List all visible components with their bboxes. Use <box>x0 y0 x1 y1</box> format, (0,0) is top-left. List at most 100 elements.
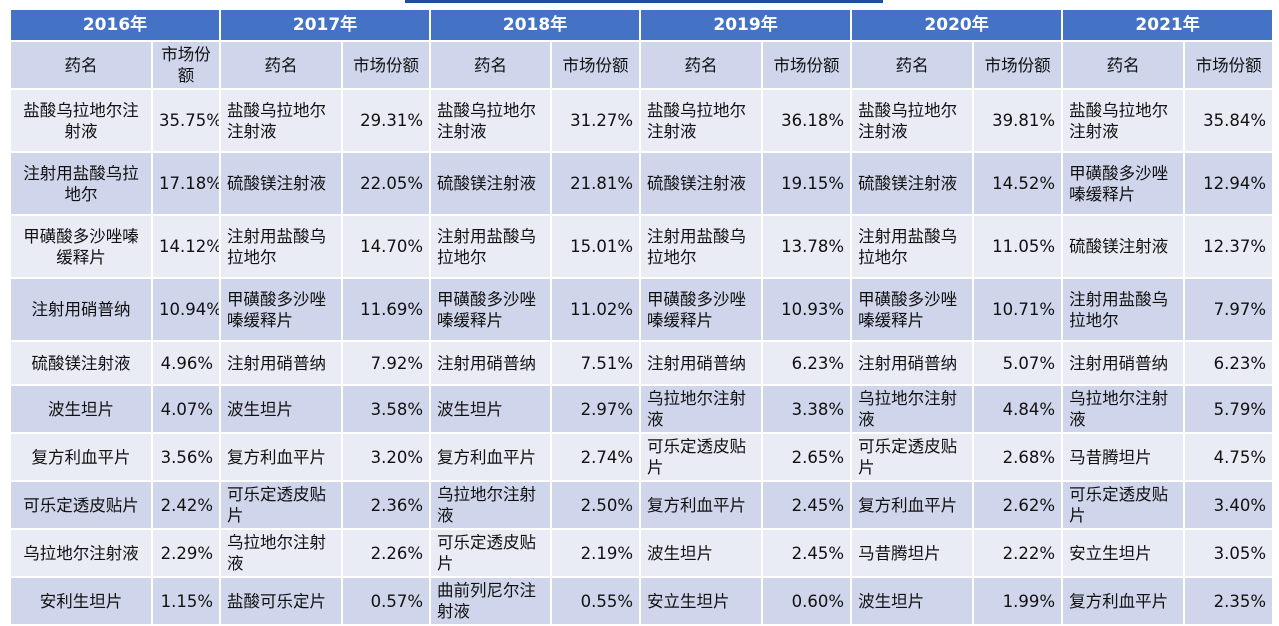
market-share-cell: 29.31% <box>341 88 432 153</box>
market-share-cell: 11.02% <box>550 277 642 342</box>
market-share-cell: 10.71% <box>972 277 1064 342</box>
market-share-cell: 13.78% <box>761 214 853 279</box>
drug-name-cell: 注射用硝普纳 <box>1061 340 1186 386</box>
table-row: 复方利血平片 3.56% 复方利血平片 3.20% 复方利血平片 2.74% 可乐定透皮贴片… <box>9 432 1275 482</box>
market-share-cell: 14.12% <box>150 214 222 279</box>
drug-name-cell: 乌拉地尔注射液 <box>9 528 153 578</box>
market-share-cell: 3.56% <box>150 432 222 482</box>
drug-name-cell: 硫酸镁注射液 <box>1061 214 1186 279</box>
drug-name-cell: 盐酸乌拉地尔注射液 <box>429 88 553 153</box>
name-header: 药名 <box>850 40 975 90</box>
drug-name-cell: 可乐定透皮贴片 <box>219 480 344 530</box>
market-share-cell: 10.94% <box>150 277 222 342</box>
share-header: 市场份额 <box>972 40 1064 90</box>
name-header: 药名 <box>1061 40 1186 90</box>
drug-name-cell: 复方利血平片 <box>219 432 344 482</box>
market-share-cell: 2.36% <box>341 480 432 530</box>
market-share-cell: 12.37% <box>1183 214 1275 279</box>
market-share-cell: 2.68% <box>972 432 1064 482</box>
table-row: 甲磺酸多沙唑嗪缓释片 14.12% 注射用盐酸乌拉地尔 14.70% 注射用盐酸乌拉地尔… <box>9 214 1275 279</box>
drug-name-cell: 可乐定透皮贴片 <box>1061 480 1186 530</box>
drug-name-cell: 硫酸镁注射液 <box>429 151 553 216</box>
table-row: 注射用盐酸乌拉地尔 17.18% 硫酸镁注射液 22.05% 硫酸镁注射液 21.81% 硫… <box>9 151 1275 216</box>
drug-name-cell: 可乐定透皮贴片 <box>9 480 153 530</box>
market-share-cell: 31.27% <box>550 88 642 153</box>
market-share-cell: 39.81% <box>972 88 1064 153</box>
market-share-cell: 3.58% <box>341 384 432 434</box>
market-share-cell: 11.69% <box>341 277 432 342</box>
market-share-cell: 19.15% <box>761 151 853 216</box>
drug-name-cell: 盐酸乌拉地尔注射液 <box>639 88 764 153</box>
market-share-cell: 11.05% <box>972 214 1064 279</box>
market-share-cell: 7.92% <box>341 340 432 386</box>
name-header: 药名 <box>639 40 764 90</box>
year-header: 2019年 <box>639 8 853 42</box>
drug-name-cell: 乌拉地尔注射液 <box>429 480 553 530</box>
market-share-cell: 2.45% <box>761 480 853 530</box>
table-row: 硫酸镁注射液 4.96% 注射用硝普纳 7.92% 注射用硝普纳 7.51% 注射用硝普纳 6… <box>9 340 1275 386</box>
drug-name-cell: 波生坦片 <box>429 384 553 434</box>
market-share-cell: 2.19% <box>550 528 642 578</box>
share-header: 市场份额 <box>341 40 432 90</box>
drug-name-cell: 安立生坦片 <box>639 576 764 626</box>
drug-name-cell: 可乐定透皮贴片 <box>639 432 764 482</box>
market-share-cell: 7.51% <box>550 340 642 386</box>
top-accent-bar <box>405 0 883 3</box>
year-header-row: 2016年 2017年 2018年 2019年 2020年 2021年 <box>8 8 1275 42</box>
share-header: 市场份额 <box>150 40 222 90</box>
market-share-cell: 2.50% <box>550 480 642 530</box>
drug-name-cell: 盐酸可乐定片 <box>219 576 344 626</box>
table-row: 安利生坦片 1.15% 盐酸可乐定片 0.57% 曲前列尼尔注射液 0.55% 安立生坦片 0… <box>9 576 1275 626</box>
drug-name-cell: 注射用硝普纳 <box>9 277 153 342</box>
market-share-cell: 21.81% <box>550 151 642 216</box>
market-share-cell: 22.05% <box>341 151 432 216</box>
market-share-cell: 1.15% <box>150 576 222 626</box>
drug-name-cell: 乌拉地尔注射液 <box>219 528 344 578</box>
drug-name-cell: 马昔腾坦片 <box>1061 432 1186 482</box>
drug-name-cell: 马昔腾坦片 <box>850 528 975 578</box>
drug-name-cell: 盐酸乌拉地尔注射液 <box>9 88 153 153</box>
market-share-cell: 2.45% <box>761 528 853 578</box>
market-share-cell: 17.18% <box>150 151 222 216</box>
table-row: 波生坦片 4.07% 波生坦片 3.58% 波生坦片 2.97% 乌拉地尔注射液 3.38% 乌… <box>9 384 1275 434</box>
market-share-cell: 2.74% <box>550 432 642 482</box>
table-row: 盐酸乌拉地尔注射液 35.75% 盐酸乌拉地尔注射液 29.31% 盐酸乌拉地尔注射液 3… <box>9 88 1275 153</box>
drug-name-cell: 可乐定透皮贴片 <box>429 528 553 578</box>
drug-name-cell: 甲磺酸多沙唑嗪缓释片 <box>219 277 344 342</box>
year-header: 2017年 <box>219 8 432 42</box>
market-share-cell: 2.65% <box>761 432 853 482</box>
market-share-cell: 1.99% <box>972 576 1064 626</box>
table-row: 可乐定透皮贴片 2.42% 可乐定透皮贴片 2.36% 乌拉地尔注射液 2.50% 复方利血… <box>9 480 1275 530</box>
market-share-cell: 3.40% <box>1183 480 1275 530</box>
drug-name-cell: 复方利血平片 <box>9 432 153 482</box>
drug-name-cell: 甲磺酸多沙唑嗪缓释片 <box>1061 151 1186 216</box>
market-share-cell: 0.57% <box>341 576 432 626</box>
drug-name-cell: 盐酸乌拉地尔注射液 <box>850 88 975 153</box>
market-share-cell: 2.26% <box>341 528 432 578</box>
share-header: 市场份额 <box>550 40 642 90</box>
market-share-cell: 7.97% <box>1183 277 1275 342</box>
drug-name-cell: 注射用盐酸乌拉地尔 <box>639 214 764 279</box>
name-header: 药名 <box>429 40 553 90</box>
share-header: 市场份额 <box>1183 40 1275 90</box>
drug-name-cell: 波生坦片 <box>219 384 344 434</box>
drug-name-cell: 注射用硝普纳 <box>429 340 553 386</box>
market-share-cell: 2.42% <box>150 480 222 530</box>
market-share-cell: 35.75% <box>150 88 222 153</box>
market-share-cell: 14.52% <box>972 151 1064 216</box>
drug-name-cell: 甲磺酸多沙唑嗪缓释片 <box>9 214 153 279</box>
market-share-cell: 4.75% <box>1183 432 1275 482</box>
drug-name-cell: 波生坦片 <box>850 576 975 626</box>
drug-name-cell: 硫酸镁注射液 <box>639 151 764 216</box>
market-share-cell: 5.79% <box>1183 384 1275 434</box>
drug-name-cell: 可乐定透皮贴片 <box>850 432 975 482</box>
drug-name-cell: 甲磺酸多沙唑嗪缓释片 <box>850 277 975 342</box>
drug-name-cell: 复方利血平片 <box>850 480 975 530</box>
drug-name-cell: 盐酸乌拉地尔注射液 <box>219 88 344 153</box>
market-share-cell: 36.18% <box>761 88 853 153</box>
drug-name-cell: 盐酸乌拉地尔注射液 <box>1061 88 1186 153</box>
market-share-cell: 6.23% <box>761 340 853 386</box>
drug-name-cell: 硫酸镁注射液 <box>9 340 153 386</box>
market-share-cell: 3.38% <box>761 384 853 434</box>
drug-name-cell: 硫酸镁注射液 <box>850 151 975 216</box>
